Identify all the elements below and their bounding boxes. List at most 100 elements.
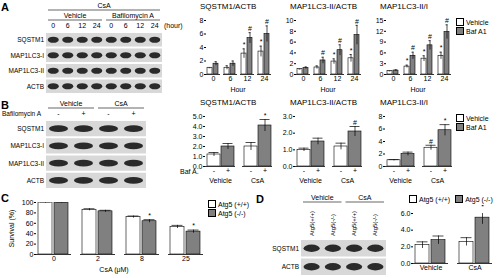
svg-text:-: -	[213, 167, 216, 174]
svg-text:2: 2	[290, 60, 294, 67]
svg-text:*: *	[192, 222, 195, 229]
svg-text:6: 6	[409, 75, 413, 82]
svg-text:Vehicle: Vehicle	[209, 177, 232, 184]
svg-text:0: 0	[51, 22, 55, 29]
svg-text:6: 6	[229, 75, 233, 82]
svg-text:*: *	[350, 47, 353, 54]
svg-text:-: -	[250, 167, 253, 174]
svg-text:0: 0	[380, 71, 384, 78]
svg-text:#: #	[265, 18, 269, 25]
svg-text:0.0: 0.0	[283, 163, 293, 170]
svg-text:24: 24	[261, 75, 269, 82]
svg-text:100: 100	[22, 199, 34, 206]
svg-text:*: *	[264, 112, 267, 119]
svg-text:Vehicle: Vehicle	[64, 12, 87, 19]
svg-text:2: 2	[96, 255, 100, 262]
svg-text:3.0: 3.0	[193, 133, 203, 140]
svg-text:2: 2	[379, 150, 383, 157]
svg-text:3.0: 3.0	[283, 113, 293, 120]
svg-text:5.0: 5.0	[193, 113, 203, 120]
svg-text:0.0: 0.0	[401, 260, 411, 267]
svg-text:3: 3	[380, 60, 384, 67]
svg-text:-: -	[57, 110, 60, 117]
svg-text:Vehicle: Vehicle	[60, 100, 83, 107]
svg-text:#: #	[353, 119, 357, 126]
svg-text:8: 8	[290, 28, 294, 35]
svg-text:*: *	[260, 38, 263, 45]
svg-text:2: 2	[200, 57, 204, 64]
svg-text:12: 12	[424, 75, 432, 82]
svg-text:24: 24	[93, 22, 101, 29]
svg-text:0: 0	[52, 255, 56, 262]
svg-text:10: 10	[286, 17, 294, 24]
svg-text:Vehicle: Vehicle	[311, 194, 334, 201]
svg-text:*: *	[406, 57, 409, 64]
svg-text:4: 4	[200, 44, 204, 51]
svg-text:1.0: 1.0	[193, 153, 203, 160]
svg-text:+: +	[316, 167, 320, 174]
svg-text:-: -	[430, 167, 433, 174]
svg-text:#: #	[355, 18, 359, 25]
svg-text:*: *	[148, 212, 151, 219]
svg-text:25: 25	[182, 255, 190, 262]
svg-text:1.0: 1.0	[283, 146, 293, 153]
svg-text:*: *	[481, 205, 484, 210]
svg-text:#: #	[321, 49, 325, 56]
svg-text:+: +	[353, 167, 357, 174]
svg-text:12: 12	[376, 28, 384, 35]
svg-text:8: 8	[140, 255, 144, 262]
svg-text:4.0: 4.0	[193, 123, 203, 130]
svg-text:B: B	[1, 99, 9, 111]
svg-text:ACTB: ACTB	[282, 263, 299, 270]
svg-text:MAP1LC3-II: MAP1LC3-II	[9, 160, 45, 167]
svg-text:Atg5(-/-): Atg5(-/-)	[330, 214, 336, 236]
svg-text:40: 40	[26, 230, 34, 237]
svg-text:0: 0	[290, 71, 294, 78]
svg-text:8: 8	[200, 17, 204, 24]
svg-text:A: A	[1, 1, 9, 13]
svg-text:+: +	[443, 167, 447, 174]
svg-text:(hour): (hour)	[164, 22, 183, 30]
svg-text:#: #	[429, 137, 433, 144]
svg-text:*: *	[243, 41, 246, 48]
svg-text:0: 0	[200, 71, 204, 78]
svg-text:80: 80	[26, 209, 34, 216]
svg-text:0: 0	[379, 163, 383, 170]
svg-text:CsA: CsA	[358, 194, 372, 201]
svg-text:60: 60	[26, 220, 34, 227]
svg-text:24: 24	[151, 22, 159, 29]
svg-text:*: *	[444, 117, 447, 124]
svg-text:6: 6	[124, 22, 128, 29]
svg-text:*: *	[440, 44, 443, 51]
svg-text:CsA: CsA	[251, 177, 265, 184]
svg-text:ACTB: ACTB	[27, 177, 44, 184]
svg-text:*: *	[423, 48, 426, 55]
svg-text:#: #	[248, 25, 252, 32]
svg-text:6: 6	[66, 22, 70, 29]
svg-text:+: +	[263, 167, 267, 174]
svg-text:0: 0	[109, 22, 113, 29]
svg-text:SQSTM1: SQSTM1	[17, 125, 44, 133]
svg-text:MAP1LC3-II: MAP1LC3-II	[9, 67, 45, 74]
svg-text:Vehicle: Vehicle	[420, 264, 443, 271]
svg-text:Atg5(-/-): Atg5(-/-)	[372, 214, 378, 236]
svg-text:0: 0	[212, 75, 216, 82]
svg-text:Vehicle: Vehicle	[299, 177, 322, 184]
svg-text:2.0: 2.0	[401, 243, 411, 250]
svg-text:-: -	[340, 167, 343, 174]
svg-text:0: 0	[392, 75, 396, 82]
svg-text:6: 6	[200, 30, 204, 37]
svg-text:2.0: 2.0	[283, 129, 293, 136]
svg-text:12: 12	[244, 75, 252, 82]
svg-text:12: 12	[78, 22, 86, 29]
svg-text:0: 0	[30, 251, 34, 258]
svg-text:4.0: 4.0	[401, 226, 411, 233]
svg-text:0: 0	[302, 75, 306, 82]
svg-text:12: 12	[334, 75, 342, 82]
svg-text:#: #	[428, 33, 432, 40]
svg-text:4: 4	[379, 138, 383, 145]
svg-text:D: D	[256, 193, 264, 205]
svg-text:6: 6	[379, 125, 383, 132]
svg-text:12: 12	[136, 22, 144, 29]
svg-text:SQSTM1: SQSTM1	[272, 245, 299, 253]
